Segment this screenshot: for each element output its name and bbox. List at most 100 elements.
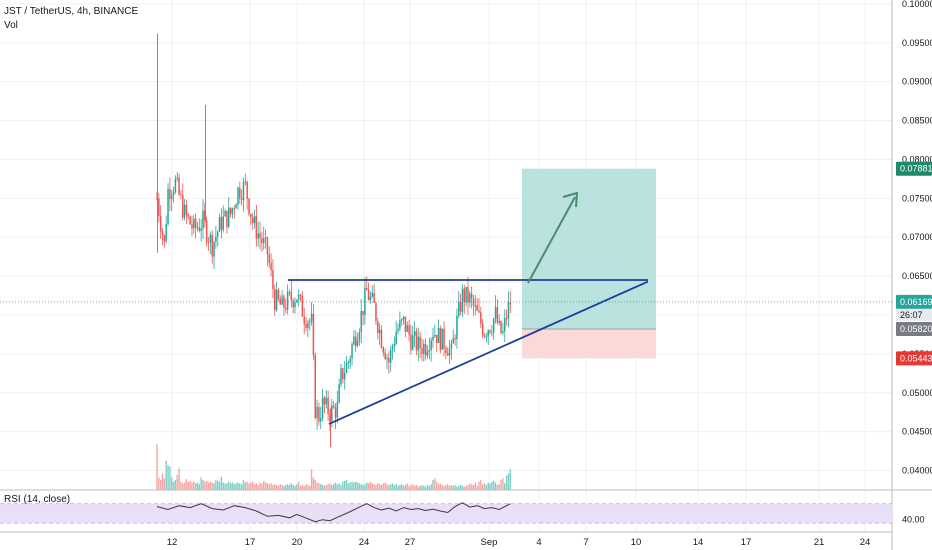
candle-body xyxy=(505,317,508,319)
candle-body xyxy=(371,292,374,297)
volume-bar xyxy=(189,480,191,490)
candle-body xyxy=(239,187,241,199)
volume-bar xyxy=(364,484,366,490)
volume-bar xyxy=(323,485,326,490)
candle-body xyxy=(308,321,311,323)
candle-body xyxy=(213,241,215,257)
volume-bar xyxy=(270,483,272,490)
candle-body xyxy=(404,316,407,332)
candle-body xyxy=(277,289,280,300)
candle-body xyxy=(240,198,243,201)
candle-body xyxy=(430,340,432,350)
volume-bar xyxy=(419,485,421,490)
volume-bar xyxy=(496,485,499,490)
price-tick-label: 0.09500 xyxy=(902,38,932,48)
candle-body xyxy=(458,302,460,316)
candle-body xyxy=(393,344,396,347)
volume-bar xyxy=(204,481,206,490)
volume-bar xyxy=(292,485,294,490)
rsi-band xyxy=(0,503,892,524)
candle-body xyxy=(402,316,405,320)
candle-body xyxy=(204,210,206,221)
candle-body xyxy=(485,336,488,338)
candle-body xyxy=(262,238,265,244)
candle-body xyxy=(334,407,337,418)
candle-body xyxy=(448,348,451,356)
candle-body xyxy=(353,336,355,345)
candle-body xyxy=(377,320,379,334)
symbol-legend[interactable]: JST / TetherUS, 4h, BINANCE xyxy=(4,6,139,17)
candle-body xyxy=(286,291,289,310)
candle-body xyxy=(299,294,302,296)
candle-body xyxy=(279,299,282,305)
candle-body xyxy=(172,191,175,196)
candle-body xyxy=(310,313,313,322)
volume-bar xyxy=(393,485,396,490)
candle-body xyxy=(327,397,329,415)
candle-body xyxy=(255,216,258,239)
candle-body xyxy=(158,198,160,216)
price-tick-label: 0.10000 xyxy=(902,0,932,9)
candle-body xyxy=(342,368,344,380)
candle-body xyxy=(454,338,456,340)
volume-bar xyxy=(296,484,298,490)
time-tick-label: 24 xyxy=(860,537,871,548)
volume-bar xyxy=(380,485,383,490)
candle-body xyxy=(180,194,182,196)
volume-bar xyxy=(310,469,313,490)
candle-body xyxy=(478,310,480,313)
volume-bar xyxy=(358,483,361,490)
volume-legend[interactable]: Vol xyxy=(4,20,18,31)
time-tick-label: 10 xyxy=(631,537,642,548)
candle-body xyxy=(480,312,482,324)
candle-body xyxy=(400,319,403,321)
volume-bar xyxy=(349,482,351,490)
candle-body xyxy=(491,332,493,334)
candle-body xyxy=(384,352,386,360)
volume-bar xyxy=(369,481,372,490)
candle-body xyxy=(446,353,449,356)
volume-bar xyxy=(318,483,320,490)
volume-bar xyxy=(156,444,158,490)
price-tick-label: 0.04000 xyxy=(902,466,932,476)
candle-body xyxy=(386,357,388,360)
volume-bar xyxy=(250,482,252,490)
volume-bar xyxy=(375,485,377,490)
candle-body xyxy=(463,288,466,303)
volume-bar xyxy=(198,484,201,490)
candle-body xyxy=(268,254,270,264)
volume-bar xyxy=(226,483,228,490)
candle-body xyxy=(200,228,202,231)
candle-body xyxy=(288,291,291,293)
candle-body xyxy=(467,287,469,303)
candle-body xyxy=(165,223,167,242)
volume-bar xyxy=(347,483,350,490)
rsi-legend[interactable]: RSI (14, close) xyxy=(4,494,71,505)
volume-bar xyxy=(450,485,453,490)
candle-body xyxy=(456,315,458,340)
candle-body xyxy=(285,307,287,310)
price-tick-label: 0.09000 xyxy=(902,77,932,87)
candle-body xyxy=(292,300,294,308)
volume-bar xyxy=(343,480,346,490)
volume-bar xyxy=(437,484,440,490)
candle-body xyxy=(194,218,197,228)
candle-body xyxy=(314,355,316,418)
candle-body xyxy=(321,397,324,419)
candle-body xyxy=(198,227,201,231)
volume-bar xyxy=(401,484,403,490)
candle-body xyxy=(297,294,300,300)
candle-body xyxy=(229,207,232,215)
time-tick-label: 27 xyxy=(405,537,416,548)
volume-bar xyxy=(286,484,289,490)
volume-bar xyxy=(261,483,263,490)
candle-body xyxy=(432,336,434,341)
volume-bar xyxy=(266,483,269,490)
candle-body xyxy=(472,298,475,306)
candle-body xyxy=(426,351,429,356)
candle-body xyxy=(187,214,190,217)
candle-body xyxy=(413,331,416,336)
volume-bar xyxy=(171,477,173,490)
candle-body xyxy=(196,227,199,229)
